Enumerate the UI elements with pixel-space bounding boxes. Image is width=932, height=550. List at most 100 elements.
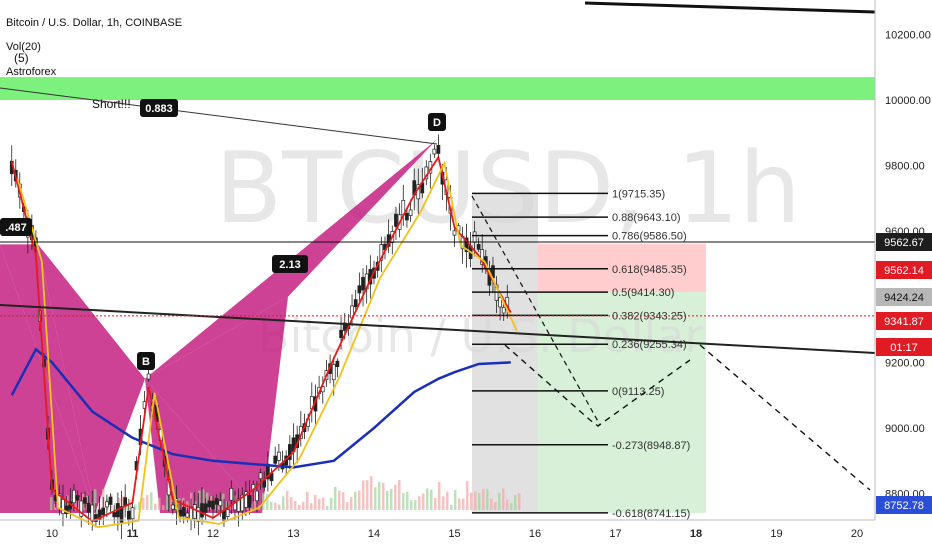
upper-wedge-line — [0, 87, 438, 145]
volume-bar — [370, 476, 373, 510]
point-d-tag: D — [428, 113, 446, 131]
volume-bar — [362, 480, 365, 510]
candle-body — [353, 299, 358, 308]
ma-blue-line — [10, 347, 511, 469]
price-tag-bg — [876, 261, 932, 279]
harmonic-triangle-6 — [145, 378, 262, 513]
volume-bar — [218, 502, 221, 510]
price-tick: 9200.00 — [885, 357, 925, 369]
volume-bar — [198, 490, 201, 510]
volume-bar — [350, 497, 353, 510]
candles — [9, 134, 510, 540]
harmonic-triangle-5 — [145, 296, 288, 513]
volume-bar — [382, 482, 385, 510]
volume-bar — [142, 497, 145, 510]
candle-body — [357, 285, 362, 294]
candle-body — [405, 212, 409, 221]
volume-bar — [482, 488, 485, 510]
ratio-ab-tag-bg — [272, 255, 308, 273]
time-tick: 20 — [851, 528, 863, 540]
volume-bar — [274, 502, 277, 510]
moving-averages — [10, 154, 518, 529]
time-tick: 18 — [690, 528, 702, 540]
volume-bar — [298, 504, 301, 510]
fib-level-label: -0.618(8741.15) — [612, 508, 690, 520]
volume-bar — [314, 494, 317, 510]
time-tick: 11 — [127, 528, 139, 540]
point-b-tag-bg — [137, 352, 155, 370]
candle-body — [361, 277, 365, 291]
volume-bar — [374, 487, 377, 510]
candle-body — [379, 244, 384, 261]
volume-bar — [170, 488, 173, 510]
fib-retracement: 1(9715.35) 0.88(9643.10) 0.786(9586.50) 0.6… — [472, 188, 690, 520]
volume-bar — [270, 501, 273, 510]
volume-bar — [346, 502, 349, 510]
volume-bar — [366, 480, 369, 510]
candle-body — [229, 488, 234, 501]
volume-bar — [390, 488, 393, 510]
take-profit-zone — [538, 292, 706, 513]
candle-body — [339, 329, 343, 339]
candle-body — [258, 472, 263, 480]
price-tag: 9424.24 — [876, 288, 932, 306]
candle-body — [146, 373, 151, 380]
candle-body — [480, 249, 485, 265]
candle-body — [472, 231, 477, 243]
volume-bar — [282, 496, 285, 510]
candle-body — [61, 499, 65, 514]
volume-bar — [214, 500, 217, 510]
fib-level-label: 0.5(9414.30) — [612, 287, 674, 299]
price-tag: 9341.87 — [876, 312, 932, 330]
candle-body — [90, 504, 95, 521]
candle-body — [105, 501, 109, 508]
volume-bar — [302, 501, 305, 510]
harmonic-pattern — [0, 139, 437, 513]
price-tag: 9562.14 — [876, 261, 932, 279]
candle-body — [192, 504, 197, 519]
ema-yellow-line — [16, 160, 518, 529]
candle-body — [83, 497, 87, 504]
harmonic-triangle-2 — [0, 244, 95, 513]
volume-bar — [478, 493, 481, 510]
volume-bar — [78, 497, 81, 510]
fib-level-label: 1(9715.35) — [612, 188, 665, 200]
candle-body — [72, 489, 76, 504]
volume-bar — [286, 490, 289, 510]
volume-bar — [426, 488, 429, 510]
point-d-tag-bg — [428, 113, 446, 131]
price-tick: 9000.00 — [885, 423, 925, 435]
price-tag: 8752.78 — [876, 496, 932, 514]
candle-body — [200, 503, 204, 518]
ratio-ab-tag-text: 2.13 — [279, 259, 300, 271]
volume-bar — [502, 488, 505, 510]
volume-bar — [146, 495, 149, 510]
candle-body — [214, 498, 219, 505]
volume-bar — [318, 498, 321, 510]
candle-body — [452, 230, 457, 236]
price-tag: 9562.67 — [876, 233, 932, 251]
candle-body — [112, 512, 117, 518]
candle-body — [394, 213, 398, 227]
candle-body — [335, 360, 340, 367]
candle-body — [119, 506, 124, 523]
volume-bars — [50, 476, 521, 510]
volume-bar — [94, 489, 97, 510]
volume-bar — [462, 498, 465, 510]
candle-body — [255, 490, 259, 502]
volume-bar — [206, 492, 209, 510]
volume-bar — [154, 503, 157, 510]
volume-bar — [290, 497, 293, 510]
short-label: Short!!! — [92, 97, 131, 111]
price-tag-text: 8752.78 — [884, 500, 924, 512]
volume-bar — [126, 503, 129, 510]
time-tick: 19 — [770, 528, 782, 540]
volume-bar — [130, 499, 133, 510]
volume-bar — [410, 500, 413, 510]
candle-body — [126, 510, 131, 521]
candle-body — [97, 509, 102, 520]
volume-bar — [514, 494, 517, 510]
candle-body — [277, 451, 281, 461]
